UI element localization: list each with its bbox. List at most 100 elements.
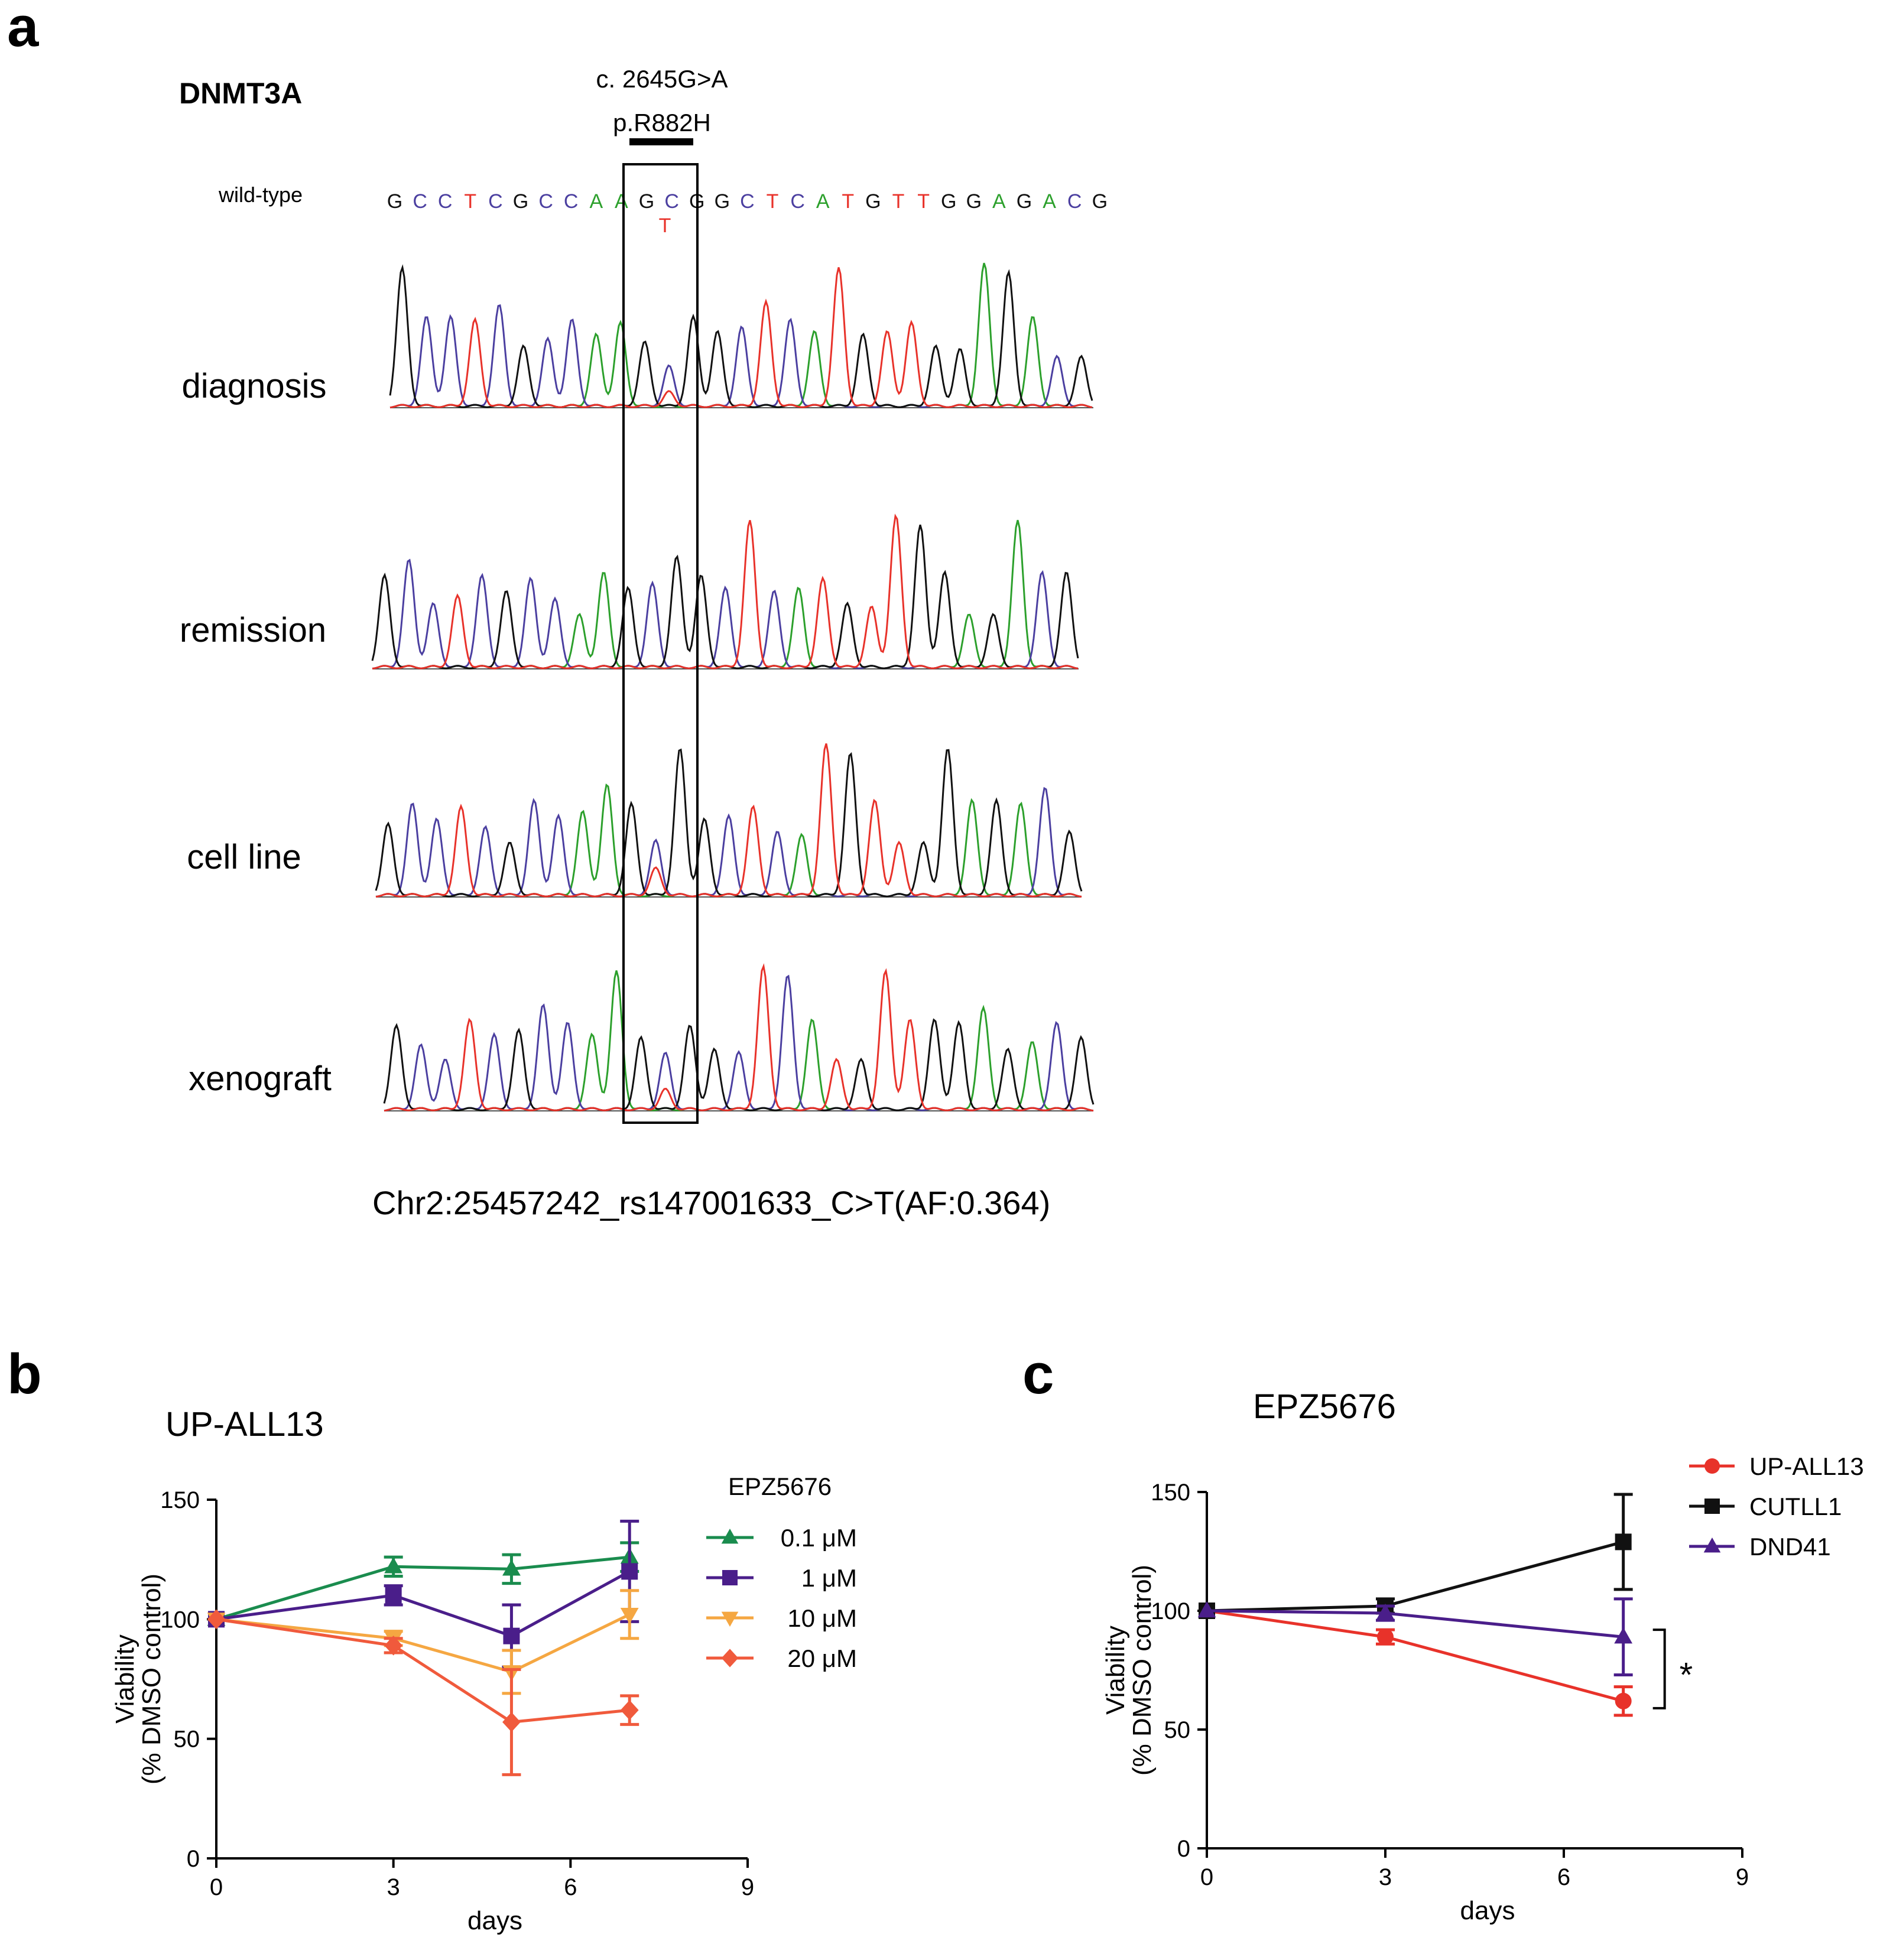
legend-label: 0.1 μM <box>781 1524 857 1552</box>
data-point <box>1615 1533 1632 1551</box>
wildtype-base: A <box>816 190 830 213</box>
legend-item: 0.1 μM <box>706 1524 857 1552</box>
chromatogram-diagnosis <box>389 262 1093 409</box>
data-point <box>620 1700 639 1720</box>
y-tick-label: 50 <box>174 1727 200 1753</box>
wildtype-base: A <box>589 190 603 213</box>
codon-bar <box>629 138 693 145</box>
x-tick-label: 6 <box>564 1874 577 1900</box>
y-axis-label-line2: (% DMSO control) <box>137 1574 166 1785</box>
data-point <box>207 1609 226 1630</box>
chart-c-title: EPZ5676 <box>1253 1387 1396 1426</box>
variant-footnote: Chr2:25457242_rs147001633_C>T(AF:0.364) <box>372 1184 1050 1221</box>
wildtype-base: A <box>992 190 1006 213</box>
wildtype-base: C <box>1067 190 1082 213</box>
legend-marker <box>1704 1499 1720 1514</box>
chromatogram-xenograft <box>383 963 1095 1112</box>
legend-marker <box>721 1649 739 1668</box>
wildtype-base: A <box>615 190 628 213</box>
y-tick-label: 150 <box>160 1487 200 1513</box>
legend-marker <box>1703 1538 1721 1553</box>
wildtype-base: C <box>438 190 453 213</box>
trace-T <box>375 743 1082 898</box>
data-point <box>502 1559 521 1576</box>
x-tick-label: 3 <box>387 1874 400 1900</box>
y-axis-label-line2: (% DMSO control) <box>1128 1565 1157 1776</box>
data-point <box>384 1557 403 1574</box>
series-0 <box>1199 1603 1633 1717</box>
wildtype-base: G <box>513 190 528 213</box>
wildtype-base: C <box>790 190 805 213</box>
legend-marker <box>721 1611 739 1627</box>
wildtype-base: C <box>488 190 503 213</box>
x-axis-label: days <box>467 1906 522 1935</box>
legend-item: UP-ALL13 <box>1689 1452 1864 1480</box>
data-point <box>1377 1629 1394 1646</box>
data-point <box>384 1636 403 1656</box>
wildtype-base: C <box>740 190 755 213</box>
wildtype-base: C <box>413 190 427 213</box>
series-2 <box>1197 1597 1633 1677</box>
wildtype-base: T <box>464 190 476 213</box>
x-tick-label: 3 <box>1379 1864 1392 1890</box>
series-line <box>216 1570 631 1638</box>
series-line <box>216 1555 630 1621</box>
wildtype-label: wild-type <box>218 183 303 207</box>
x-tick-label: 0 <box>1200 1864 1213 1890</box>
gene-name: DNMT3A <box>179 77 302 110</box>
panel-c-letter: c <box>1022 1343 1054 1406</box>
legend-item: DND41 <box>1689 1533 1831 1561</box>
series-line <box>216 1613 631 1674</box>
wildtype-base: C <box>664 190 679 213</box>
data-point <box>502 1712 521 1733</box>
wildtype-base: G <box>715 190 730 213</box>
panel-c: c EPZ5676 0 50 100 150 0 3 6 9 days Viability(% D… <box>1022 1343 1864 1925</box>
series-line <box>1206 1609 1624 1639</box>
x-tick-label: 0 <box>210 1874 223 1900</box>
series-1 <box>208 1519 639 1669</box>
trace-C <box>389 304 1093 409</box>
x-tick-label: 6 <box>1557 1864 1570 1890</box>
chromatogram-remission <box>371 513 1079 669</box>
wildtype-base: G <box>966 190 982 213</box>
legend-label: DND41 <box>1749 1533 1831 1561</box>
significance-bracket <box>1652 1629 1666 1709</box>
y-tick-label: 50 <box>1164 1717 1191 1743</box>
series-1 <box>1199 1493 1633 1619</box>
chart-b-legend-title: EPZ5676 <box>728 1473 832 1500</box>
trace-T <box>372 513 1079 669</box>
data-point <box>1197 1601 1216 1618</box>
panel-a-letter: a <box>7 0 39 58</box>
wildtype-base: T <box>917 190 930 213</box>
wildtype-base: C <box>564 190 579 213</box>
y-tick-label: 100 <box>160 1607 200 1633</box>
y-axis-label-line1: Viability <box>111 1634 139 1724</box>
trace-A <box>384 970 1094 1112</box>
legend-item: 10 μM <box>706 1604 857 1632</box>
series-line <box>1206 1540 1624 1613</box>
panel-b-letter: b <box>7 1343 42 1406</box>
series-3 <box>207 1609 639 1776</box>
variant-base: T <box>659 214 671 237</box>
sample-label-remission: remission <box>180 611 326 649</box>
series-line <box>1206 1609 1624 1703</box>
wildtype-base: G <box>865 190 881 213</box>
wildtype-base: T <box>767 190 779 213</box>
trace-C <box>375 786 1082 898</box>
legend-marker <box>721 1529 739 1544</box>
trace-T <box>389 267 1093 409</box>
wildtype-base: A <box>1043 190 1056 213</box>
x-tick-label: 9 <box>1736 1864 1749 1890</box>
wildtype-base: G <box>941 190 956 213</box>
legend-label: CUTLL1 <box>1749 1493 1842 1520</box>
sample-label-diagnosis: diagnosis <box>181 367 326 405</box>
legend-marker <box>1704 1458 1720 1474</box>
data-point <box>620 1608 639 1624</box>
panel-b: b UP-ALL13 0 50 100 150 0 3 6 9 days Viability(% … <box>7 1343 857 1935</box>
chart-b: 0 50 100 150 0 3 6 9 days Viability(% DMSO contro… <box>111 1487 857 1935</box>
data-point <box>1376 1603 1395 1620</box>
trace-T <box>384 963 1094 1112</box>
